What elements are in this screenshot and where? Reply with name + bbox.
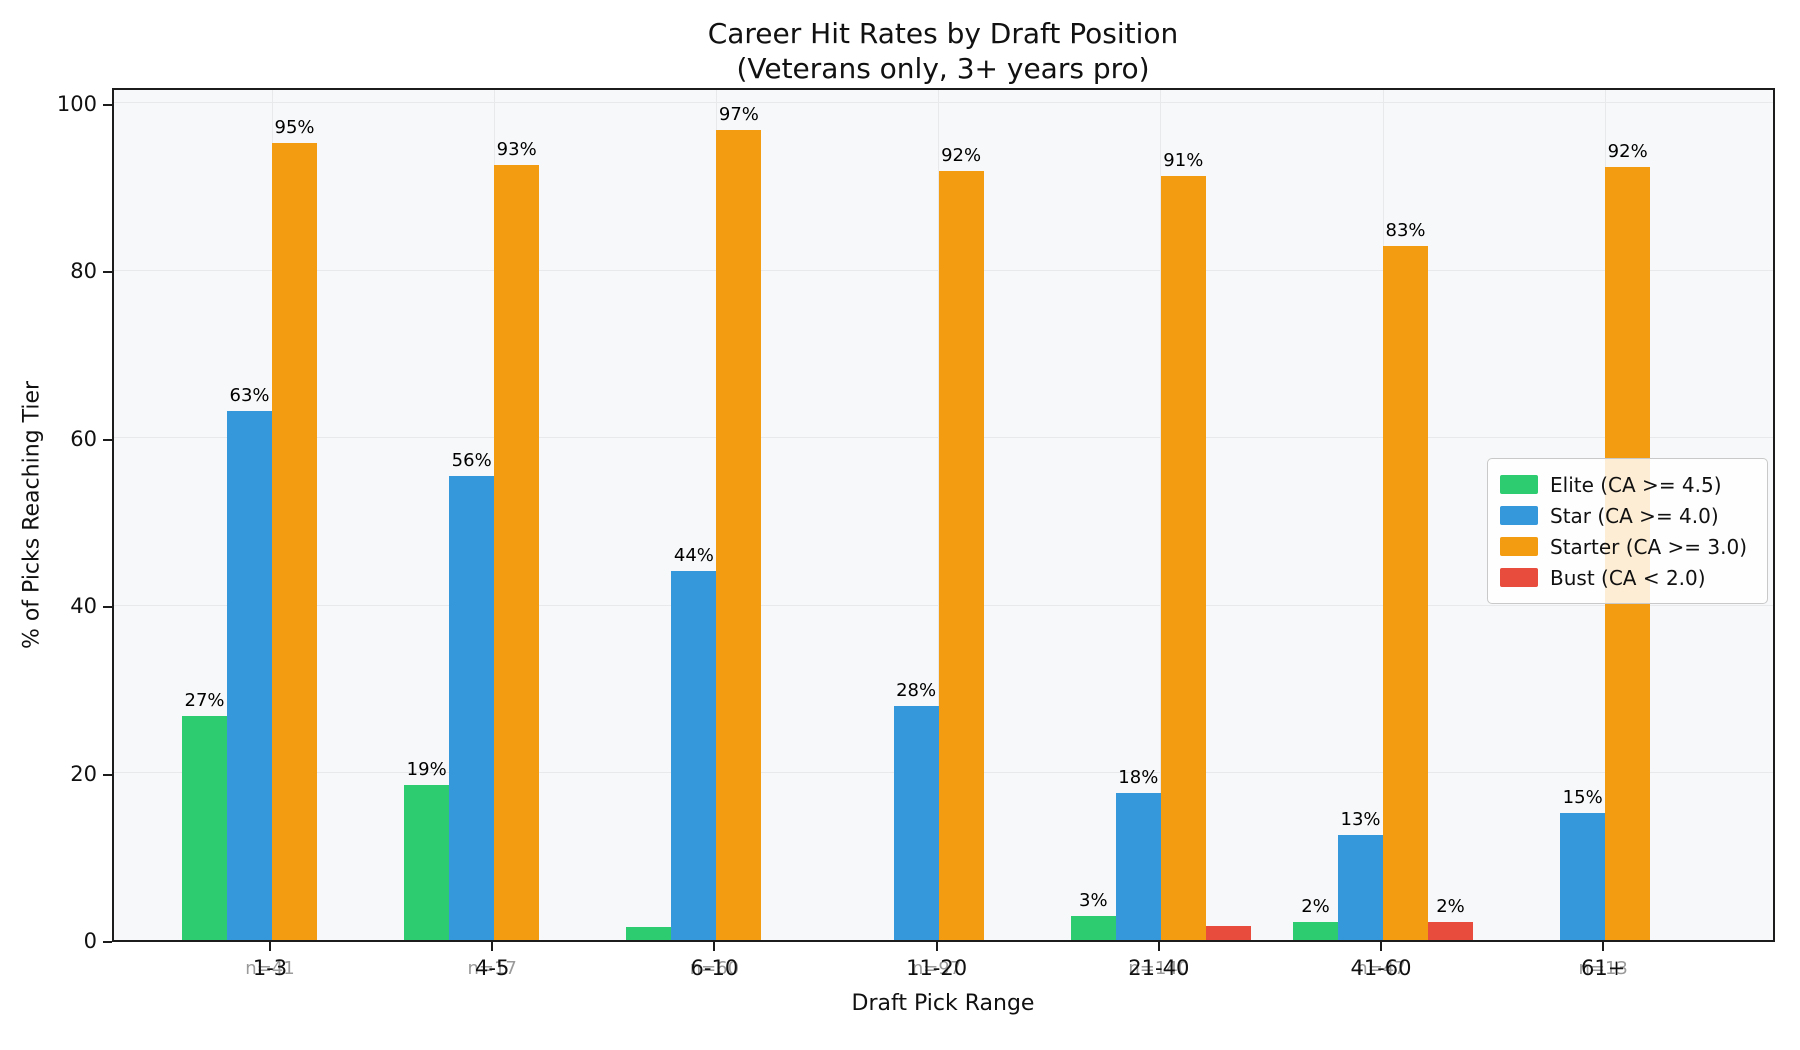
x-tick-mark <box>1602 942 1605 951</box>
x-tick-label: 41-60 <box>1350 956 1412 980</box>
bar-value-label: 27% <box>184 689 225 711</box>
x-tick-label: 1-3 <box>252 956 288 980</box>
bar <box>404 785 450 940</box>
bar <box>1070 915 1116 940</box>
legend-swatch <box>1500 568 1538 587</box>
bar <box>1383 245 1428 940</box>
legend-item: Bust (CA < 2.0) <box>1500 562 1755 593</box>
bar <box>494 164 540 940</box>
bar-value-label: 93% <box>496 138 537 160</box>
bar <box>938 171 984 940</box>
x-tick-group: n=17 4-5 <box>422 956 562 986</box>
legend-swatch <box>1500 475 1538 494</box>
x-tick-label: 6-10 <box>690 956 739 980</box>
y-tick-label: 40 <box>70 594 97 619</box>
bar-value-label: 95% <box>274 116 315 138</box>
legend-label: Star (CA >= 4.0) <box>1550 503 1719 528</box>
bar-value-label: 15% <box>1562 786 1603 808</box>
y-tick-mark <box>103 103 112 106</box>
bar-value-label: 63% <box>229 384 270 406</box>
x-tick-label: 4-5 <box>475 956 510 980</box>
x-tick-mark <box>1157 942 1160 951</box>
bar-value-label: 83% <box>1385 219 1426 241</box>
x-tick-mark <box>935 942 938 951</box>
x-tick-mark <box>1380 942 1382 951</box>
legend-swatch <box>1500 506 1538 525</box>
x-sample-size-label: n=47 <box>1356 958 1406 979</box>
x-sample-size-label: n=41 <box>245 958 295 979</box>
x-tick-group: n=47 41-60 <box>1311 956 1451 986</box>
x-axis-label: Draft Pick Range <box>851 991 1035 1016</box>
y-tick-label: 80 <box>70 259 97 284</box>
legend-item: Starter (CA >= 3.0) <box>1500 531 1755 562</box>
y-tick-label: 0 <box>83 929 97 953</box>
bar <box>1293 922 1338 940</box>
y-tick-mark <box>103 941 112 943</box>
y-tick-label: 20 <box>70 761 97 786</box>
bar <box>272 142 317 940</box>
x-tick-mark <box>269 942 271 951</box>
bar <box>671 570 717 940</box>
bar <box>1160 176 1206 940</box>
bar <box>716 129 762 940</box>
bar <box>1205 925 1251 940</box>
legend: Elite (CA >= 4.5) Star (CA >= 4.0) Starter… <box>1487 458 1768 604</box>
bar-value-label: 92% <box>1607 141 1648 163</box>
legend-label: Bust (CA < 2.0) <box>1550 565 1706 590</box>
x-sample-size-label: n=60 <box>689 958 740 979</box>
bar-value-label: 44% <box>673 544 714 566</box>
legend-label: Starter (CA >= 3.0) <box>1550 534 1748 559</box>
bar <box>182 715 227 940</box>
bar-value-label: 91% <box>1163 150 1204 172</box>
y-tick-label: 100 <box>56 91 97 116</box>
bar <box>626 927 672 940</box>
y-tick-mark <box>103 773 112 776</box>
x-sample-size-label: n=17 <box>467 958 517 979</box>
bar <box>1115 792 1161 940</box>
bar <box>449 476 495 940</box>
bar-value-label: 2% <box>1301 896 1330 918</box>
bar-value-label: 3% <box>1079 889 1108 911</box>
bar-value-label: 56% <box>451 450 492 472</box>
legend-item: Star (CA >= 4.0) <box>1500 500 1755 531</box>
x-tick-mark <box>713 942 716 951</box>
chart-title-line2: (Veterans only, 3+ years pro) <box>736 52 1150 85</box>
bar <box>227 410 272 940</box>
x-tick-label: 61+ <box>1581 956 1626 980</box>
y-tick-label: 60 <box>70 426 97 451</box>
y-tick-mark <box>103 606 112 609</box>
legend-item: Elite (CA >= 4.5) <box>1500 469 1755 500</box>
bar-value-label: 13% <box>1340 808 1381 830</box>
legend-label: Elite (CA >= 4.5) <box>1550 472 1722 497</box>
x-tick-mark <box>491 942 494 951</box>
bar <box>1428 922 1473 940</box>
x-tick-group: n=60 6-10 <box>644 956 784 986</box>
bar <box>1560 812 1606 940</box>
chart-title: Career Hit Rates by Draft Position (Vete… <box>708 16 1179 86</box>
bar-value-label: 18% <box>1118 766 1159 788</box>
bar <box>1338 834 1383 940</box>
y-tick-mark <box>103 271 112 274</box>
legend-swatch <box>1500 537 1538 556</box>
x-sample-size-label: n=13 <box>1578 958 1628 979</box>
x-tick-group: n=97 11-20 <box>867 956 1007 986</box>
x-sample-size-label: n=97 <box>911 958 962 979</box>
bar <box>893 706 939 940</box>
y-tick-mark <box>103 438 112 441</box>
horizontal-gridline <box>114 102 1773 104</box>
bar-value-label: 28% <box>896 680 937 702</box>
x-tick-group: n=41 1-3 <box>200 956 340 986</box>
x-tick-label: 21-40 <box>1128 956 1190 980</box>
x-tick-label: 11-20 <box>906 956 968 980</box>
bar-value-label: 92% <box>941 145 982 167</box>
x-sample-size-label: n=140 <box>1128 958 1190 979</box>
bar-value-label: 2% <box>1436 896 1465 918</box>
chart-title-line1: Career Hit Rates by Draft Position <box>707 17 1179 50</box>
bar-value-label: 97% <box>718 103 759 125</box>
x-tick-group: n=140 21-40 <box>1089 956 1229 986</box>
bar-value-label: 19% <box>406 759 447 781</box>
x-tick-group: n=13 61+ <box>1533 956 1673 986</box>
